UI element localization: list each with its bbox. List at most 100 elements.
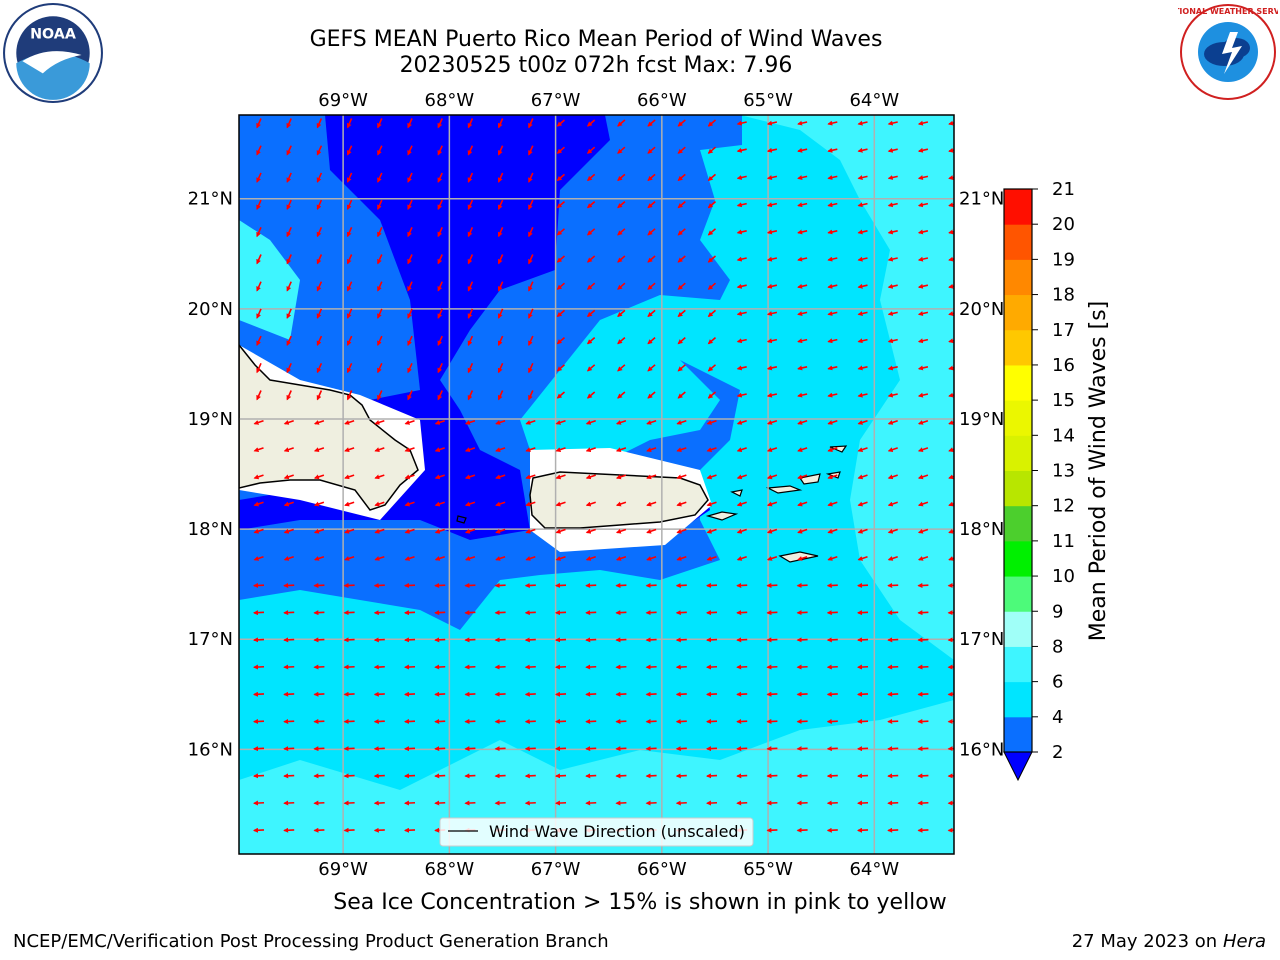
wind-wave-arrow	[797, 501, 808, 507]
wind-wave-arrow	[495, 474, 506, 480]
wind-wave-arrow	[797, 283, 808, 289]
wind-wave-arrow	[556, 119, 566, 127]
wind-wave-arrow	[524, 664, 536, 670]
wind-wave-arrow	[346, 308, 353, 319]
wind-wave-arrow	[434, 664, 446, 670]
wind-wave-arrow	[528, 390, 534, 401]
wind-wave-arrow	[407, 390, 413, 401]
wind-wave-arrow	[286, 335, 292, 347]
svg-text:NOAA: NOAA	[30, 27, 76, 43]
wind-wave-arrow	[615, 555, 627, 561]
wind-wave-arrow	[917, 555, 929, 561]
wind-wave-arrow	[586, 364, 596, 372]
wind-wave-arrow	[253, 773, 265, 779]
wind-wave-arrow	[525, 555, 536, 561]
wind-wave-arrow	[917, 283, 929, 289]
wind-wave-arrow	[736, 746, 748, 752]
wind-wave-arrow	[766, 202, 778, 208]
map-subtitle: 20230525 t00z 072h fcst Max: 7.96	[399, 53, 793, 78]
wind-wave-arrow	[887, 664, 899, 670]
wind-wave-arrow	[283, 447, 294, 453]
wind-wave-arrow	[253, 501, 264, 507]
wind-wave-arrow	[646, 501, 657, 507]
wind-wave-arrow	[736, 256, 747, 262]
wind-wave-arrow	[286, 390, 292, 401]
wind-wave-arrow	[374, 528, 385, 534]
wind-wave-arrow	[615, 746, 627, 752]
land-hispaniola	[239, 343, 419, 511]
wind-wave-arrow	[524, 610, 536, 616]
wind-wave-arrow	[253, 827, 265, 833]
wind-wave-arrow	[464, 637, 476, 643]
ocean-fill-6-8-nw	[239, 220, 300, 340]
wind-wave-arrow	[707, 228, 717, 236]
wind-wave-arrow	[467, 335, 474, 347]
wind-wave-arrow	[617, 119, 626, 127]
wind-wave-arrow	[827, 202, 838, 208]
wind-wave-arrow	[256, 226, 262, 238]
wind-wave-arrow	[555, 555, 566, 561]
wind-wave-arrow	[645, 746, 657, 752]
wind-wave-arrow	[313, 827, 325, 833]
wind-wave-arrow	[617, 336, 626, 345]
wind-wave-arrow	[827, 256, 838, 262]
wind-wave-arrow	[857, 229, 868, 235]
wind-wave-arrow	[434, 528, 445, 534]
colorbar-segment	[1004, 364, 1032, 401]
wind-wave-arrow	[524, 800, 536, 806]
wind-wave-arrow	[525, 447, 536, 453]
wind-wave-arrow	[377, 145, 383, 156]
wind-wave-arrow	[343, 637, 355, 643]
wind-wave-arrow	[797, 392, 808, 398]
wind-wave-arrow	[736, 365, 747, 371]
wind-wave-arrow	[647, 282, 656, 290]
wind-wave-arrow	[467, 254, 474, 265]
wind-wave-arrow	[313, 664, 325, 670]
wind-wave-arrow	[677, 228, 686, 236]
wind-wave-arrow	[346, 281, 353, 292]
wind-wave-arrow	[766, 555, 778, 561]
land-anegada	[829, 445, 848, 453]
wind-wave-arrow	[647, 391, 656, 399]
wind-wave-arrow	[827, 365, 838, 371]
lon-label-bottom: 65°W	[743, 859, 793, 880]
footer-date: 27 May 2023 on Hera	[1072, 931, 1266, 952]
wind-wave-arrow	[586, 255, 596, 263]
svg-text:NATIONAL WEATHER SERVICE: NATIONAL WEATHER SERVICE	[1178, 7, 1278, 16]
wind-wave-arrow	[857, 311, 868, 316]
wind-wave-arrow	[407, 308, 413, 319]
wind-wave-arrow	[407, 172, 413, 183]
wind-wave-arrow	[585, 773, 597, 779]
wind-wave-arrow	[585, 691, 597, 697]
wind-wave-arrow	[494, 691, 506, 697]
colorbar-segment	[1004, 646, 1032, 683]
wind-wave-arrow	[615, 610, 627, 616]
wind-wave-arrow	[917, 120, 929, 126]
wind-wave-arrow	[528, 362, 534, 374]
wind-wave-arrow	[917, 474, 929, 480]
colorbar-segment	[1004, 189, 1032, 225]
wind-wave-arrow	[555, 691, 567, 697]
wind-wave-arrow	[676, 474, 687, 480]
wind-wave-arrow	[316, 118, 323, 129]
wind-wave-arrow	[253, 555, 264, 561]
colorbar-segment	[1004, 294, 1032, 331]
wind-wave-arrow	[434, 718, 446, 724]
lon-label-top: 65°W	[743, 90, 793, 111]
wind-wave-arrow	[827, 528, 838, 534]
wind-wave-arrow	[677, 364, 686, 372]
wind-wave-arrow	[887, 447, 898, 453]
wind-wave-arrow	[404, 746, 416, 752]
wind-wave-arrow	[377, 308, 383, 319]
wind-wave-arrow	[494, 582, 506, 588]
wind-wave-arrow	[766, 637, 778, 643]
wind-wave-arrow	[647, 255, 656, 263]
wind-wave-arrow	[646, 528, 657, 534]
wind-wave-arrow	[857, 120, 868, 126]
wind-wave-arrow	[585, 555, 596, 561]
wind-wave-arrow	[555, 718, 567, 724]
wind-wave-arrow	[585, 528, 596, 534]
wind-wave-arrow	[857, 827, 869, 833]
wind-wave-arrow	[796, 773, 808, 779]
wind-wave-arrow	[404, 555, 415, 561]
